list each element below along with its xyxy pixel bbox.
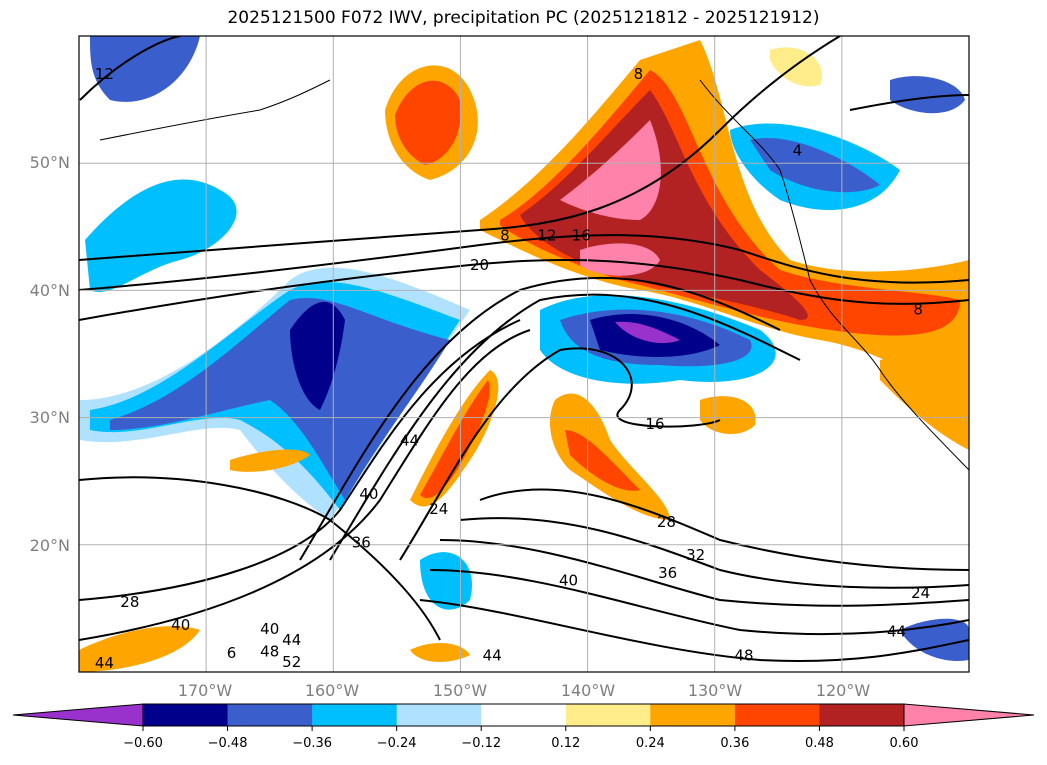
contour-label: 12 <box>95 65 114 83</box>
contour-label: 40 <box>171 616 190 634</box>
colorbar-segment <box>312 704 398 726</box>
contour-label: 4 <box>793 141 803 159</box>
colorbar-segment <box>396 704 482 726</box>
contour-label: 36 <box>658 564 677 582</box>
colorbar-tick-label: −0.48 <box>208 736 248 751</box>
colorbar-tick-label: 0.48 <box>805 736 834 751</box>
contour-label: 8 <box>634 65 644 83</box>
shade-pos-core <box>560 120 661 220</box>
lat-label: 30°N <box>30 408 70 427</box>
shade-neg-central4 <box>615 321 680 344</box>
colorbar-tick-label: 0.12 <box>551 736 580 751</box>
contour-label: 48 <box>260 643 279 661</box>
contour-label: 8 <box>913 300 923 318</box>
shade-pos-sw <box>79 626 200 672</box>
shade-neg-core <box>290 301 345 410</box>
shade-pos-strip2 <box>420 380 490 499</box>
lat-label: 40°N <box>30 281 70 300</box>
colorbar-tick-label: −0.12 <box>461 736 501 751</box>
lat-label: 50°N <box>30 153 70 172</box>
contour-label: 48 <box>734 646 753 664</box>
colorbar-segment <box>565 704 651 726</box>
contour-label: 28 <box>657 513 676 531</box>
colorbar-segment <box>650 704 736 726</box>
colorbar-segment <box>819 704 905 726</box>
contour-label: 44 <box>282 631 301 649</box>
colorbar-extend-min <box>12 703 144 727</box>
contour-label: 44 <box>95 654 114 672</box>
contour-label: 40 <box>559 571 578 589</box>
colorbar-segment <box>734 704 820 726</box>
chart-title: 2025121500 F072 IWV, precipitation PC (2… <box>227 8 820 28</box>
colorbar-tick-label: −0.36 <box>292 736 332 751</box>
lon-axis-labels: 170°W 160°W 150°W 140°W 130°W 120°W <box>178 681 871 700</box>
shade-pos-se <box>550 393 670 520</box>
lon-label: 160°W <box>305 681 360 700</box>
shade-neg-ne2 <box>750 138 880 193</box>
colorbar-tick-label: −0.24 <box>377 736 417 751</box>
contour-label: 40 <box>359 485 378 503</box>
colorbar-extend-max <box>903 703 1035 727</box>
contour-label: 52 <box>282 653 301 671</box>
lat-axis-labels: 50°N 40°N 30°N 20°N <box>30 153 70 555</box>
lon-label: 130°W <box>688 681 743 700</box>
contour-label: 40 <box>260 620 279 638</box>
lon-label: 140°W <box>561 681 616 700</box>
colorbar-frame <box>142 703 905 727</box>
colorbar-tick-label: 0.60 <box>890 736 919 751</box>
colorbar-segment <box>143 704 229 726</box>
precip-positive <box>79 40 969 672</box>
contour-label: 8 <box>500 227 510 245</box>
shade-pos-nw2 <box>395 80 461 165</box>
colorbar: −0.60 −0.48 −0.36 −0.24 −0.12 0.12 0.24 0.36 0.4… <box>12 703 1035 751</box>
precip-shading <box>80 36 969 661</box>
colorbar-segment <box>481 704 567 726</box>
shade-neg-south <box>420 552 472 610</box>
coastlines <box>99 79 969 471</box>
iwv-contours <box>79 36 969 662</box>
lon-label: 170°W <box>178 681 233 700</box>
gridlines <box>79 36 969 672</box>
shade-pos-s <box>410 643 470 662</box>
shade-pos-blob <box>700 396 756 435</box>
colorbar-tick-label: −0.60 <box>123 736 163 751</box>
contour-label: 12 <box>537 227 556 245</box>
contour-label: 44 <box>483 646 502 664</box>
contour-label: 16 <box>645 415 664 433</box>
contour-label: 24 <box>429 500 448 518</box>
contour-label: 28 <box>120 593 139 611</box>
contour-label: 24 <box>911 584 930 602</box>
colorbar-segment <box>227 704 313 726</box>
colorbar-tick-label: 0.24 <box>636 736 665 751</box>
shade-neg-topleft <box>90 36 200 102</box>
lon-label: 120°W <box>816 681 871 700</box>
contour-label: 44 <box>887 622 906 640</box>
lon-label: 150°W <box>433 681 488 700</box>
contour-label: 16 <box>572 227 591 245</box>
contour-label: 20 <box>470 256 489 274</box>
contour-label: 44 <box>400 431 419 449</box>
map-frame <box>78 35 970 673</box>
contour-label: 6 <box>227 644 237 662</box>
shade-pos-core2 <box>580 243 660 276</box>
shade-pos-se2 <box>565 430 640 491</box>
shade-pos-coast <box>880 355 969 450</box>
colorbar-tick-label: 0.36 <box>720 736 749 751</box>
lat-label: 20°N <box>30 536 70 555</box>
contour-label: 36 <box>352 533 371 551</box>
shade-pos-sw2 <box>230 449 310 472</box>
shade-neg-ne3 <box>890 76 965 114</box>
shade-neg-west <box>85 179 237 293</box>
contour-label: 32 <box>686 546 705 564</box>
